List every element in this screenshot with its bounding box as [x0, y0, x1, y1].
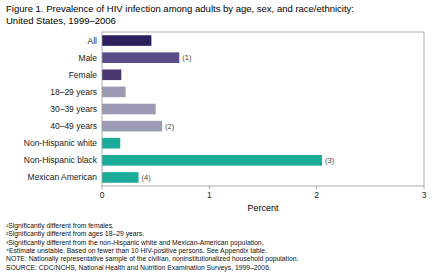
x-axis-label: Percent [247, 203, 279, 213]
footnote: ⁴Estimate unstable. Based on fewer than … [6, 247, 267, 255]
plot-frame [102, 32, 424, 186]
background [0, 0, 440, 280]
subtitle: United States, 1999–2006 [6, 15, 116, 26]
bars [102, 35, 322, 182]
category-label: Female [69, 70, 98, 80]
category-label: 18–29 years [50, 87, 97, 97]
annotation: (1) [182, 53, 192, 62]
bar [102, 138, 120, 149]
annotation: (4) [141, 173, 151, 182]
bar [102, 172, 138, 183]
footnote: NOTE: Nationally representative sample o… [6, 255, 299, 263]
annotation: (3) [325, 156, 335, 165]
bar [102, 104, 156, 115]
x-tick [102, 186, 103, 189]
title: Figure 1. Prevalence of HIV infection am… [6, 3, 354, 14]
category-label: 30–39 years [50, 104, 97, 114]
annotation: (2) [165, 122, 175, 131]
chart: Figure 1. Prevalence of HIV infection am… [0, 0, 440, 280]
footnote: ³Significantly different from the non-Hi… [6, 239, 264, 247]
category-label: Non-Hispanic black [24, 155, 98, 165]
category-label: 40–49 years [50, 121, 97, 131]
footnote: SOURCE: CDC/NCHS, National Health and Nu… [6, 264, 271, 272]
category-label: Non-Hispanic white [24, 138, 97, 148]
category-label: All [88, 36, 98, 46]
bar [102, 52, 179, 63]
bar [102, 69, 121, 80]
bar [102, 87, 126, 98]
category-label: Male [79, 53, 98, 63]
bar [102, 155, 322, 166]
x-tick-label: 1 [207, 190, 212, 200]
bar [102, 35, 151, 46]
x-tick [209, 186, 210, 189]
x-tick-label: 2 [314, 190, 319, 200]
category-label: Mexican American [28, 172, 98, 182]
x-tick [424, 186, 425, 189]
footnote: ²Significantly different from ages 18–29… [6, 230, 144, 238]
x-tick-label: 0 [100, 190, 105, 200]
footnote: ¹Significantly different from females. [6, 222, 114, 230]
plot-area [102, 32, 424, 186]
bar [102, 121, 162, 132]
x-tick-label: 3 [422, 190, 427, 200]
x-tick [316, 186, 317, 189]
